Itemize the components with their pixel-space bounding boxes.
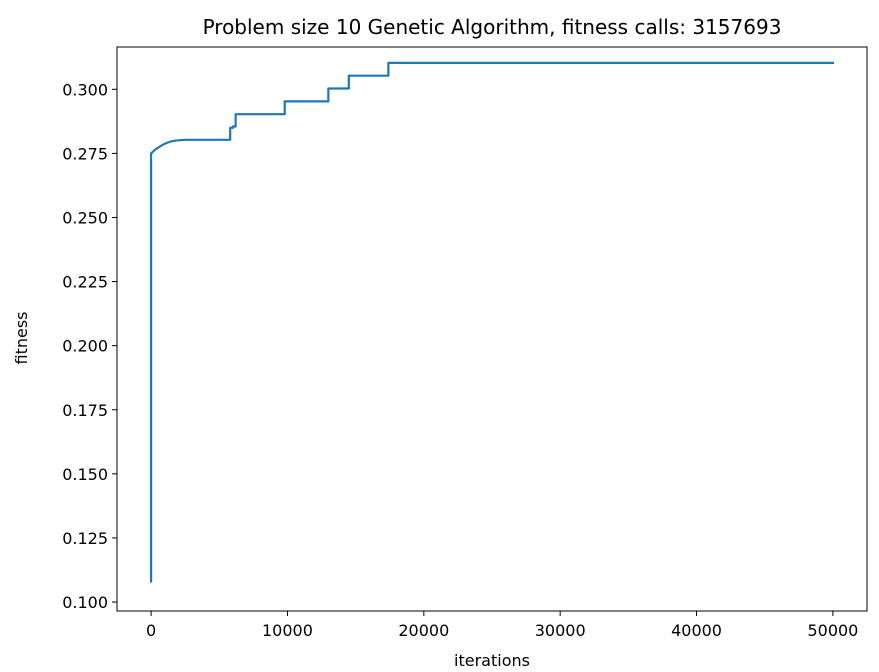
y-tick-label: 0.150	[62, 465, 108, 484]
y-tick-label: 0.200	[62, 337, 108, 356]
x-tick-label: 40000	[671, 621, 722, 640]
x-tick-label: 0	[146, 621, 156, 640]
y-tick-label: 0.275	[62, 144, 108, 163]
y-tick-label: 0.125	[62, 529, 108, 548]
chart-title: Problem size 10 Genetic Algorithm, fitne…	[203, 15, 782, 39]
x-axis-label: iterations	[454, 651, 530, 670]
x-tick-label: 50000	[807, 621, 858, 640]
x-tick-label: 20000	[398, 621, 449, 640]
y-tick-label: 0.225	[62, 273, 108, 292]
y-tick-label: 0.250	[62, 208, 108, 227]
x-tick-label: 10000	[262, 621, 313, 640]
plot-area-frame	[116, 46, 868, 612]
x-tick-label: 30000	[535, 621, 586, 640]
y-axis-label: fitness	[12, 311, 31, 364]
y-tick-label: 0.300	[62, 80, 108, 99]
y-tick-label: 0.100	[62, 593, 108, 612]
y-tick-label: 0.175	[62, 401, 108, 420]
series-line	[149, 61, 835, 583]
